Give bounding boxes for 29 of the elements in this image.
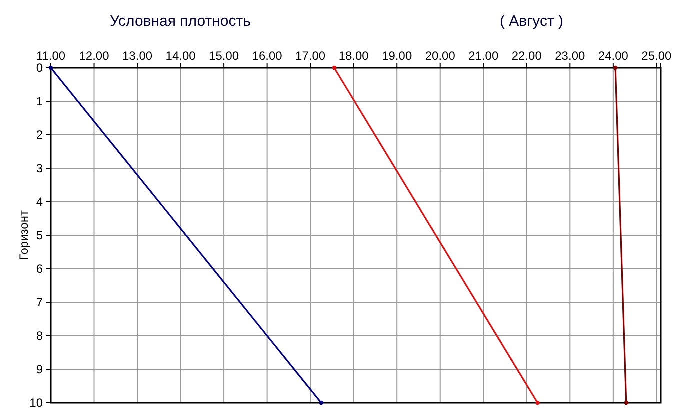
x-tick-label: 24.00 xyxy=(598,49,629,63)
x-tick-label: 23.00 xyxy=(555,49,586,63)
y-tick-label: 5 xyxy=(36,228,44,242)
y-tick-label: 0 xyxy=(36,60,44,75)
x-tick-label: 16.00 xyxy=(252,49,283,63)
y-tick-label: 6 xyxy=(36,262,44,276)
x-tick-label: 22.00 xyxy=(512,49,542,63)
y-tick-label: 3 xyxy=(36,161,44,176)
x-tick-label: 14.00 xyxy=(166,49,196,63)
x-tick-label: 25.00 xyxy=(642,49,672,63)
x-tick-label: 15.00 xyxy=(209,49,240,63)
x-tick-label: 17.00 xyxy=(296,49,326,63)
chart-subtitle: ( Август ) xyxy=(500,13,564,30)
x-tick-label: 12.00 xyxy=(79,49,110,63)
x-tick-label: 20.00 xyxy=(425,49,456,63)
y-tick-label: 2 xyxy=(36,128,44,142)
y-tick-label: 7 xyxy=(36,295,44,310)
x-tick-label: 19.00 xyxy=(382,49,412,63)
y-tick-label: 8 xyxy=(36,328,44,343)
y-tick-label: 9 xyxy=(36,362,44,376)
x-tick-label: 18.00 xyxy=(338,49,370,63)
y-axis-title: Горизонт xyxy=(17,210,31,260)
x-tick-label: 11.00 xyxy=(36,49,66,63)
chart-title: Условная плотность xyxy=(110,13,252,30)
x-tick-label: 13.00 xyxy=(122,49,153,63)
y-tick-label: 10 xyxy=(30,396,44,410)
y-tick-label: 1 xyxy=(36,94,44,108)
y-tick-label: 4 xyxy=(36,194,44,209)
x-tick-label: 21.00 xyxy=(468,49,499,63)
